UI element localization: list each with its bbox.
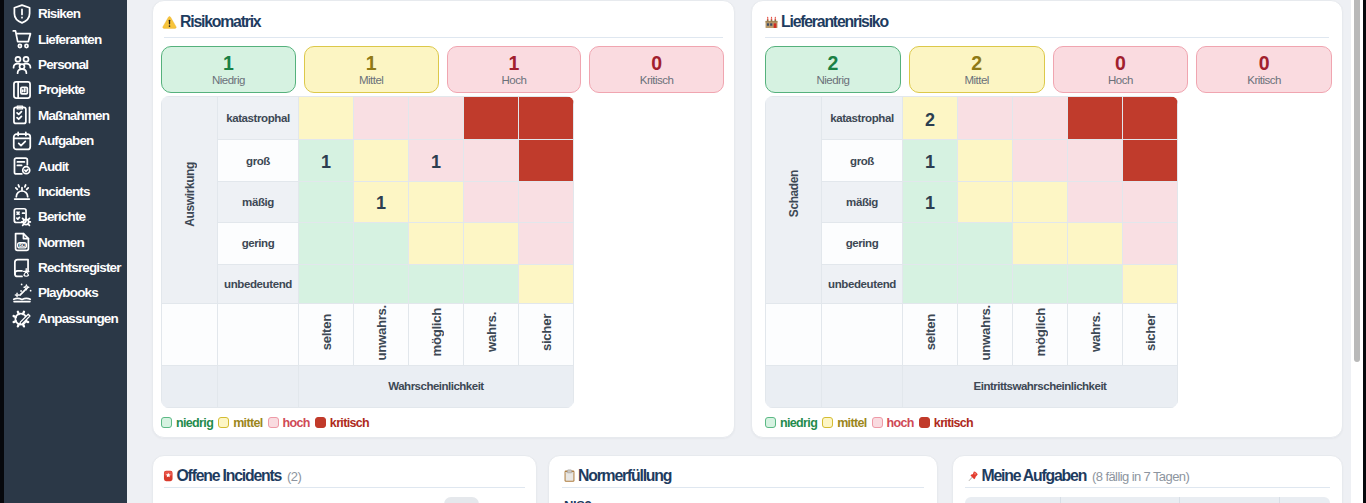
svg-text:ISO: ISO xyxy=(19,243,26,248)
